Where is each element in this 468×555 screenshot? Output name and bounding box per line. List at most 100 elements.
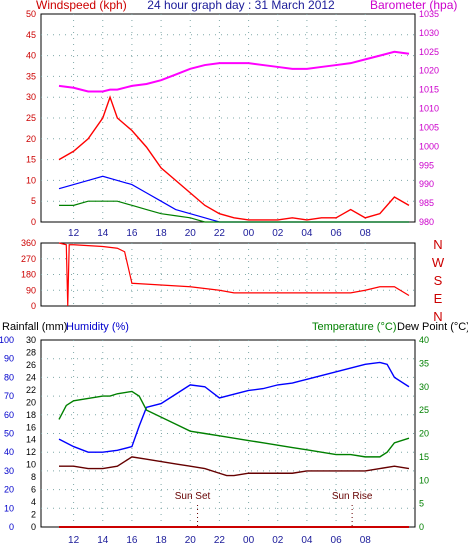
windspeed-tick-label: 25 [26, 113, 36, 123]
direction-tick-label: 180 [21, 270, 36, 280]
climate-x-tick-label: 20 [185, 535, 197, 546]
sun-rise-label: Sun Rise [332, 491, 373, 502]
dewpoint-line [59, 456, 410, 477]
rainfall-tick-label: 22 [26, 385, 36, 395]
sun-annotations: Sun Set Sun Rise [175, 491, 373, 527]
compass-label: E [434, 291, 443, 306]
windspeed-tick-label: 35 [26, 71, 36, 81]
climate-x-tick-label: 04 [301, 535, 313, 546]
humidity-tick-label: 0 [9, 522, 14, 532]
climate-x-ticks: 12 14 16 18 20 22 00 02 04 06 08 [68, 535, 371, 546]
sun-set-label: Sun Set [175, 491, 211, 502]
windspeed-tick-label: 45 [26, 30, 36, 40]
direction-tick-label: 0 [31, 301, 36, 311]
rainfall-tick-label: 4 [31, 497, 36, 507]
wind-x-tick-label: 00 [243, 228, 255, 239]
barometer-tick-label: 990 [419, 179, 434, 189]
direction-tick-label: 90 [26, 285, 36, 295]
rainfall-tick-label: 28 [26, 347, 36, 357]
direction-tick-label: 360 [21, 238, 36, 248]
rainfall-tick-label: 14 [26, 435, 36, 445]
temperature-tick-label: 25 [419, 405, 429, 415]
rainfall-tick-label: 24 [26, 372, 36, 382]
humidity-tick-label: 60 [4, 410, 14, 420]
rainfall-tick-label: 16 [26, 422, 36, 432]
barometer-tick-label: 1030 [419, 28, 439, 38]
barometer-axis-label: Barometer (hpa) [370, 0, 457, 12]
climate-x-tick-label: 18 [156, 535, 168, 546]
barometer-tick-label: 1020 [419, 66, 439, 76]
barometer-tick-label: 1025 [419, 47, 439, 57]
barometer-tick-label: 985 [419, 198, 434, 208]
average-line [59, 200, 409, 223]
climate-x-tick-label: 00 [243, 535, 255, 546]
humidity-tick-label: 50 [4, 429, 14, 439]
humidity-tick-label: 30 [4, 466, 14, 476]
temperature-tick-label: 0 [419, 522, 424, 532]
windspeed-tick-label: 0 [31, 217, 36, 227]
wind-x-tick-label: 02 [272, 228, 284, 239]
temperature-line [58, 390, 410, 458]
humidity-tick-label: 90 [4, 354, 14, 364]
direction-tick-label: 270 [21, 254, 36, 264]
rainfall-tick-label: 12 [26, 447, 36, 457]
rainfall-tick-label: 6 [31, 485, 36, 495]
humidity-axis-label: Humidity (%) [66, 321, 129, 333]
barometer-tick-label: 1035 [419, 9, 439, 19]
humidity-tick-label: 10 [4, 503, 14, 513]
barometer-tick-label: 995 [419, 160, 434, 170]
compass-label: N [433, 237, 442, 252]
wind-x-tick-label: 14 [97, 228, 109, 239]
rainfall-tick-label: 10 [26, 460, 36, 470]
humidity-tick-label: 20 [4, 485, 14, 495]
wind-x-tick-label: 06 [331, 228, 343, 239]
humidity-line [58, 361, 410, 453]
wind-x-tick-label: 22 [214, 228, 226, 239]
direction-line [58, 242, 410, 307]
barometer-tick-label: 980 [419, 217, 434, 227]
wind-x-tick-label: 12 [68, 228, 80, 239]
wind-grid [41, 14, 415, 222]
wind-x-tick-label: 18 [156, 228, 168, 239]
temperature-tick-label: 5 [419, 499, 424, 509]
temperature-tick-label: 35 [419, 358, 429, 368]
windspeed-tick-label: 20 [26, 134, 36, 144]
rainfall-tick-label: 26 [26, 360, 36, 370]
wind-x-tick-label: 16 [126, 228, 138, 239]
humidity-tick-label: 80 [4, 372, 14, 382]
wind-x-tick-label: 20 [185, 228, 197, 239]
barometer-ticks: 980 985 990 995 1000 1005 1010 1015 1020 1025 1030… [419, 9, 439, 227]
gust-line [58, 175, 409, 223]
direction-grid [41, 243, 415, 306]
direction-ticks: 0 90 180 270 360 [21, 238, 36, 311]
windspeed-tick-label: 30 [26, 92, 36, 102]
climate-x-tick-label: 06 [331, 535, 343, 546]
rainfall-tick-label: 8 [31, 472, 36, 482]
temperature-tick-label: 15 [419, 452, 429, 462]
climate-x-tick-label: 12 [68, 535, 80, 546]
chart-title: 24 hour graph day : 31 March 2012 [147, 0, 335, 12]
rainfall-axis-label: Rainfall (mm) [2, 321, 67, 333]
temperature-tick-label: 20 [419, 429, 429, 439]
barometer-tick-label: 1010 [419, 104, 439, 114]
windspeed-ticks: 0 5 10 15 20 25 30 35 40 45 50 [26, 9, 36, 227]
compass-label: S [434, 273, 443, 288]
barometer-line [58, 50, 410, 93]
windspeed-tick-label: 40 [26, 51, 36, 61]
rainfall-tick-label: 18 [26, 410, 36, 420]
rainfall-tick-label: 2 [31, 510, 36, 520]
dewpoint-axis-label: Dew Point (°C) [397, 321, 468, 333]
windspeed-tick-label: 10 [26, 175, 36, 185]
rainfall-tick-label: 20 [26, 397, 36, 407]
temperature-tick-label: 40 [419, 335, 429, 345]
climate-x-tick-label: 02 [272, 535, 284, 546]
barometer-tick-label: 1015 [419, 85, 439, 95]
windspeed-tick-label: 50 [26, 9, 36, 19]
windspeed-line [58, 95, 410, 221]
windspeed-axis-label: Windspeed (kph) [36, 0, 127, 12]
humidity-tick-label: 40 [4, 447, 14, 457]
climate-x-tick-label: 14 [97, 535, 109, 546]
